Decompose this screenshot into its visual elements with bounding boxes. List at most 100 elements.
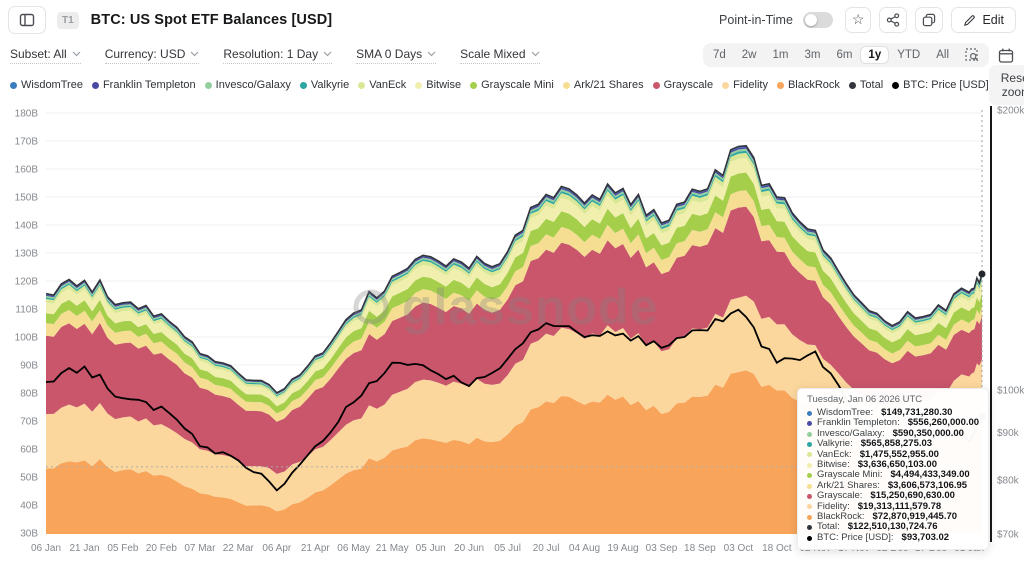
tooltip-label: Franklin Templeton: — [817, 417, 900, 429]
legend-item-total[interactable]: Total — [848, 79, 883, 91]
x-axis-tick: 19 Aug — [607, 543, 638, 554]
legend-item-blackrock[interactable]: BlackRock — [776, 79, 840, 91]
legend-label-valkyrie: Valkyrie — [310, 79, 350, 91]
tooltip-label: VanEck: — [817, 448, 852, 460]
edit-button[interactable]: Edit — [951, 7, 1016, 33]
left-axis-tick: 120B — [15, 277, 39, 288]
tooltip-label: Invesco/Galaxy: — [817, 427, 885, 439]
range-3m[interactable]: 3m — [804, 49, 821, 61]
right-axis-tick: $80k — [997, 476, 1020, 487]
range-2w[interactable]: 2w — [741, 49, 757, 61]
legend-dot-fidelity — [722, 81, 730, 89]
filter-label-resolution-1-day: Resolution: 1 Day — [223, 46, 319, 61]
tooltip-dot-valkyrie — [807, 441, 812, 447]
legend-item-vaneck[interactable]: VanEck — [358, 79, 406, 91]
range-all[interactable]: All — [936, 49, 949, 61]
x-axis-tick: 21 Apr — [301, 543, 331, 554]
left-axis-tick: 40B — [20, 501, 38, 512]
legend-item-invesco-galaxy[interactable]: Invesco/Galaxy — [204, 79, 291, 91]
right-axis-tick: $70k — [997, 530, 1020, 541]
right-axis-tick: $100k — [997, 386, 1024, 397]
legend-item-ark-21-shares[interactable]: Ark/21 Shares — [562, 79, 644, 91]
legend-item-valkyrie[interactable]: Valkyrie — [299, 79, 350, 91]
tooltip-row-wisdomtree: WisdomTree: $149,731,280.30 — [807, 407, 979, 418]
tooltip-dot-grayscale — [807, 493, 812, 499]
legend-item-wisdomtree[interactable]: WisdomTree — [10, 79, 83, 91]
tooltip-row-ark-21-shares: Ark/21 Shares: $3,606,573,106.95 — [807, 479, 979, 491]
tile-badge: T1 — [57, 11, 79, 29]
tooltip-dot-wisdomtree — [807, 410, 812, 416]
share-button[interactable] — [879, 7, 908, 33]
reset-zoom-button[interactable]: Reset zoom — [988, 65, 1024, 105]
chevron-down-icon — [190, 51, 199, 56]
legend-dot-total — [848, 81, 856, 89]
x-axis-tick: 20 Jun — [454, 543, 484, 554]
zoom-selection-button[interactable] — [957, 45, 987, 65]
x-axis-tick: 18 Sep — [684, 543, 716, 554]
filter-bar: Subset: All Currency: USD Resolution: 1 Da… — [10, 47, 564, 64]
range-1y[interactable]: 1y — [860, 46, 890, 64]
favorite-star-button[interactable]: ☆ — [844, 7, 872, 33]
tooltip-value: $122,510,130,724.76 — [847, 521, 938, 533]
legend-label-bitwise: Bitwise — [426, 79, 462, 91]
left-axis-tick: 170B — [15, 137, 39, 148]
tooltip-row-blackrock: BlackRock: $72,870,919,445.70 — [807, 511, 979, 523]
filter-subset-all[interactable]: Subset: All — [10, 47, 81, 64]
controls-row: Subset: All Currency: USD Resolution: 1 Da… — [0, 42, 1024, 68]
x-axis-tick: 05 Jul — [494, 543, 521, 554]
filter-label-subset-all: Subset: All — [10, 46, 67, 61]
tooltip-row-grayscale: Grayscale: $15,250,690,630.00 — [807, 490, 979, 501]
right-axis-tick: $200k — [997, 106, 1024, 117]
tooltip-row-fidelity: Fidelity: $19,313,111,579.78 — [807, 500, 979, 512]
left-axis-tick: 60B — [20, 445, 38, 456]
top-bar-actions: Point-in-Time ☆ Edit — [719, 7, 1016, 33]
area-grayscale — [46, 206, 982, 474]
x-axis-tick: 06 Apr — [262, 543, 292, 554]
legend-row: WisdomTree Franklin Templeton Invesco/Gala… — [0, 65, 1024, 105]
left-axis-tick: 30B — [20, 529, 38, 540]
x-axis-tick: 07 Mar — [184, 543, 216, 554]
tooltip-label: Fidelity: — [817, 500, 850, 512]
range-1m[interactable]: 1m — [772, 49, 789, 61]
tooltip-value: $4,494,433,349.00 — [890, 469, 970, 481]
legend-item-franklin-templeton[interactable]: Franklin Templeton — [91, 79, 196, 91]
duplicate-button[interactable] — [915, 7, 944, 33]
legend-item-grayscale-mini[interactable]: Grayscale Mini — [470, 79, 554, 91]
point-in-time-toggle[interactable] — [802, 12, 833, 28]
tooltip-row-franklin-templeton: Franklin Templeton: $556,260,000.00 — [807, 417, 979, 429]
x-axis-tick: 21 May — [376, 543, 409, 554]
legend-dot-grayscale-mini — [470, 81, 478, 89]
legend-dot-valkyrie — [299, 81, 307, 89]
legend-label-blackrock: BlackRock — [787, 79, 840, 91]
sidebar-toggle-button[interactable] — [8, 6, 46, 34]
range-7d[interactable]: 7d — [712, 49, 726, 61]
x-axis-tick: 18 Oct — [762, 543, 792, 554]
legend-dot-vaneck — [358, 81, 366, 89]
range-ytd[interactable]: YTD — [897, 49, 921, 61]
tooltip-value: $72,870,919,445.70 — [872, 511, 958, 523]
left-axis-tick: 110B — [15, 305, 38, 316]
tooltip-dot-blackrock — [807, 514, 812, 520]
legend-dot-grayscale — [652, 81, 660, 89]
legend-item-btc-price-usd[interactable]: BTC: Price [USD] — [892, 79, 989, 91]
range-6m[interactable]: 6m — [836, 49, 853, 61]
tooltip-value: $590,350,000.00 — [892, 427, 964, 439]
legend-label-ark-21-shares: Ark/21 Shares — [573, 79, 644, 91]
filter-resolution-1-day[interactable]: Resolution: 1 Day — [223, 46, 333, 64]
x-axis-tick: 03 Oct — [724, 543, 754, 554]
legend-item-fidelity[interactable]: Fidelity — [722, 79, 768, 91]
calendar-button[interactable] — [998, 48, 1014, 63]
x-axis-tick: 22 Mar — [223, 543, 255, 554]
tooltip-label: Bitwise: — [817, 459, 850, 471]
x-axis-tick: 06 Jan — [31, 543, 61, 554]
filter-currency-usd[interactable]: Currency: USD — [104, 47, 200, 64]
legend-item-bitwise[interactable]: Bitwise — [415, 79, 461, 91]
tooltip-dot-fidelity — [807, 504, 812, 510]
legend: WisdomTree Franklin Templeton Invesco/Gala… — [10, 79, 989, 91]
filter-sma-0-days[interactable]: SMA 0 Days — [356, 47, 437, 64]
filter-scale-mixed[interactable]: Scale Mixed — [460, 47, 540, 64]
legend-item-grayscale[interactable]: Grayscale — [652, 79, 713, 91]
tooltip-label: Ark/21 Shares: — [817, 479, 880, 491]
chevron-down-icon — [531, 51, 539, 56]
